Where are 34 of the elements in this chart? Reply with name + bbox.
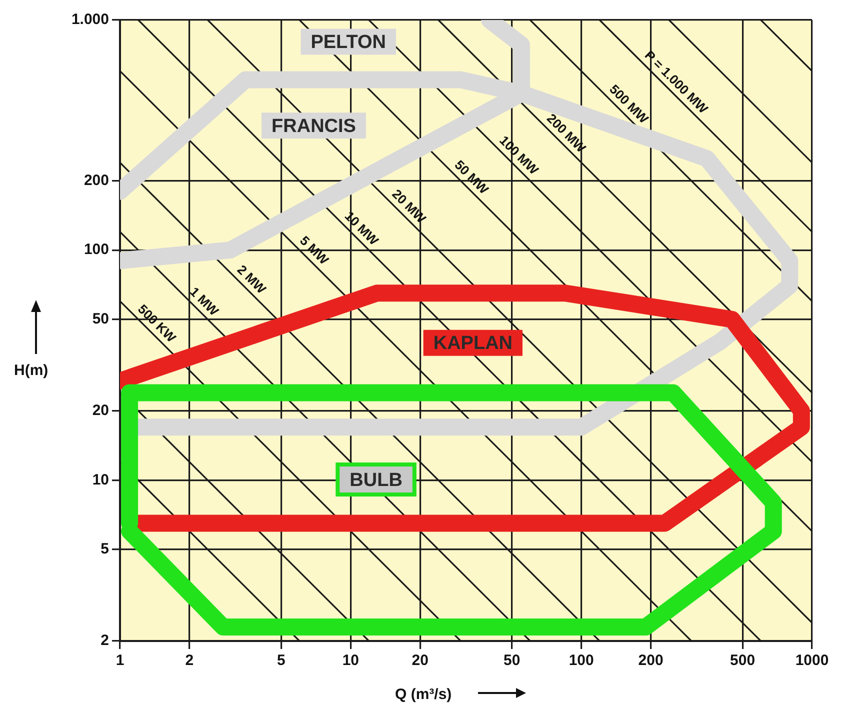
y-tick-label: 2 bbox=[100, 632, 109, 650]
x-tick-label: 200 bbox=[638, 652, 664, 670]
x-tick-label: 2 bbox=[185, 652, 194, 670]
y-tick-label: 10 bbox=[92, 471, 109, 488]
x-tick-label: 20 bbox=[412, 652, 428, 670]
y-tick-label: 5 bbox=[100, 540, 109, 558]
series-label: FRANCIS bbox=[272, 116, 356, 137]
text: 1 MW bbox=[187, 284, 222, 320]
x-tick-label: 1000 bbox=[795, 652, 829, 670]
y-tick-label: 100 bbox=[84, 241, 109, 258]
text: 20 MW bbox=[389, 186, 430, 226]
x-axis-title: Q (m³/s) bbox=[395, 686, 452, 703]
text: 200 MW bbox=[544, 110, 590, 156]
y-tick-label: 200 bbox=[84, 172, 109, 189]
text: 500 MW bbox=[606, 82, 652, 127]
text: 10 MW bbox=[342, 208, 382, 249]
x-tick-label: 1 bbox=[116, 652, 124, 670]
x-tick-label: 100 bbox=[568, 652, 594, 670]
text: BULB bbox=[350, 470, 402, 491]
text: 2 MW bbox=[234, 262, 270, 298]
x-tick-label: 5 bbox=[277, 652, 286, 670]
x-tick-label: 50 bbox=[504, 652, 520, 670]
text: PELTON bbox=[310, 32, 386, 53]
x-tick-label: 500 bbox=[730, 652, 756, 670]
y-tick-label: 20 bbox=[92, 402, 109, 420]
y-tick-label: 1.000 bbox=[71, 11, 109, 28]
y-tick-label: 50 bbox=[92, 310, 109, 328]
text: 500 KW bbox=[135, 301, 180, 346]
text: 50 MW bbox=[452, 157, 492, 198]
text: 100 MW bbox=[496, 132, 542, 178]
text: 5 MW bbox=[297, 232, 332, 268]
x-tick-label: 10 bbox=[342, 652, 360, 670]
y-axis-title: H(m) bbox=[14, 362, 48, 379]
text: KAPLAN bbox=[433, 333, 513, 354]
